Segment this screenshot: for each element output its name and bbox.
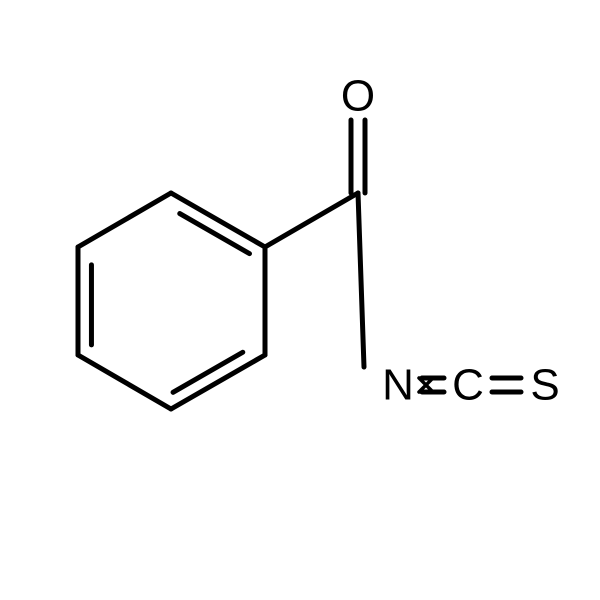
svg-text:O: O bbox=[341, 72, 375, 121]
svg-text:C: C bbox=[452, 361, 484, 410]
molecule-diagram: O NCS bbox=[0, 0, 600, 600]
svg-text:N: N bbox=[382, 361, 414, 410]
svg-text:S: S bbox=[530, 361, 559, 410]
